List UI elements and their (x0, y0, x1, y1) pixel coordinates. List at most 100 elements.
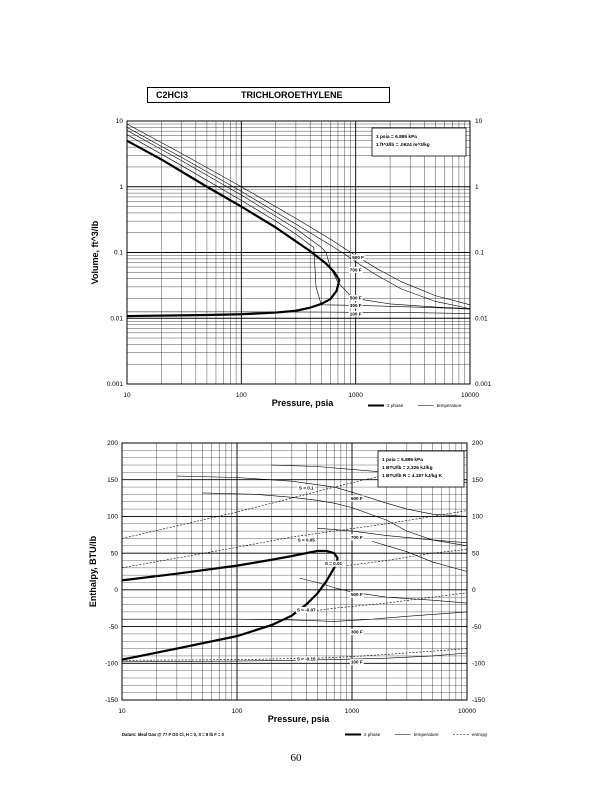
chemical-formula: C2HCl3 (156, 90, 189, 100)
entropy-curve (306, 592, 468, 613)
curve-label: 300 F (350, 303, 362, 308)
legend-label: temperature (414, 732, 439, 737)
x-tick-label: 100 (236, 392, 247, 399)
x-axis-label: Pressure, psia (272, 398, 335, 408)
y-tick-label-right: -50 (472, 624, 482, 631)
entropy-curve (121, 648, 468, 661)
y-tick-label: -50 (109, 624, 119, 631)
y-tick-label: 10 (116, 118, 124, 125)
legend-label: entropy (472, 732, 488, 737)
y-tick-label-right: 0 (472, 587, 476, 594)
x-tick-label: 100 (232, 708, 243, 715)
curve-label: S = -0.15 (297, 657, 316, 662)
legend-label: temperature (437, 403, 462, 408)
curve-label-bg (348, 295, 363, 302)
y-tick-label: -150 (105, 697, 118, 704)
y-tick-label: 100 (107, 514, 118, 521)
temperature-curve (126, 130, 471, 309)
chart-1: 10 100 1000 10000 0.001 0.001 0.01 0.01 0.1 0.1 1 1… (90, 118, 492, 408)
curve-label-bg (323, 560, 344, 567)
curve-label-bg (349, 534, 364, 541)
y-tick-label: 150 (107, 477, 118, 484)
temperature-curve (202, 492, 468, 544)
legend-label: 2 phase (364, 732, 381, 737)
chart-header: C2HCl3 TRICHLOROETHYLENE (147, 87, 390, 103)
curve-label: 100 F (350, 311, 362, 316)
y-tick-label-right: 0.01 (475, 315, 488, 322)
entropy-curve (346, 549, 468, 566)
temperature-curve (176, 475, 468, 517)
units-note-line: 1 psia = 6.895 kPa (382, 457, 423, 463)
curve-label-bg (349, 629, 364, 636)
temperature-curve (372, 541, 468, 572)
curve-label: S = 0.1 (299, 486, 314, 491)
curve-label-bg (349, 591, 364, 598)
curve-label-bg (297, 485, 316, 492)
y-tick-label: 0.01 (110, 315, 123, 322)
curve-label-bg (296, 537, 317, 544)
legend-label: 2 phase (387, 403, 404, 408)
units-note-line: 1 BTU/lb = 2.326 kJ/kg (382, 465, 433, 471)
y-axis-label: Volume, ft^3/lb (90, 220, 100, 284)
x-axis-label: Pressure, psia (268, 714, 331, 724)
chart-2: 10 100 1000 10000 200 200 150 150 100 100 50 50 0 0 -5… (88, 440, 488, 737)
y-tick-label-right: 200 (472, 440, 483, 447)
reference-note: Datum: Ideal Gas @ 77 F OS Cl, H = 0, S … (122, 732, 225, 737)
x-tick-label: 10000 (458, 708, 476, 715)
curve-label: S = -0.07 (297, 607, 316, 612)
x-tick-label: 10 (123, 392, 131, 399)
curve-label-bg (295, 606, 318, 613)
y-tick-label-right: 0.1 (475, 250, 484, 257)
curve-label-bg (348, 302, 363, 309)
curve-label-bg (348, 310, 363, 317)
two-phase-curve (126, 139, 341, 281)
curve-label: 700 F (351, 535, 363, 540)
units-note-line: 1 psia = 6.895 kPa (376, 134, 417, 140)
y-tick-label-right: 100 (472, 514, 483, 521)
curve-label-bg (348, 266, 363, 273)
curve-label: 500 F (351, 592, 363, 597)
curve-label: S = 0.01 (325, 561, 343, 566)
y-tick-label-right: -100 (472, 660, 485, 667)
curve-label: 500 F (350, 296, 362, 301)
y-tick-label-right: 1 (475, 184, 479, 191)
y-tick-label-right: 150 (472, 477, 483, 484)
y-tick-label: 200 (107, 440, 118, 447)
temperature-curve (126, 127, 471, 309)
x-tick-label: 10 (118, 708, 126, 715)
y-tick-label-right: 50 (472, 550, 480, 557)
temperature-curve (122, 611, 468, 622)
units-note-line: 1 BTU/lb R = 4.187 kJ/kg K (382, 473, 443, 479)
curve-label-bg (349, 659, 364, 666)
temperature-curve (121, 652, 468, 663)
x-tick-label: 1000 (345, 708, 360, 715)
curve-label-bg (349, 495, 364, 502)
temperature-curve (127, 311, 471, 314)
y-tick-label: 0.001 (107, 381, 124, 388)
curve-label: 600 F (352, 255, 364, 260)
x-tick-label: 10000 (461, 392, 479, 399)
curve-label: 300 F (351, 630, 363, 635)
two-phase-curve (126, 279, 341, 318)
page-number: 60 (290, 752, 302, 764)
units-note-box (371, 127, 467, 157)
plot-frame (126, 120, 471, 385)
curve-label-bg (295, 656, 318, 663)
entropy-curve (121, 510, 468, 569)
chemical-name: TRICHLOROETHYLENE (241, 90, 343, 100)
temperature-curve (126, 134, 471, 310)
curve-label-bg (351, 254, 366, 261)
units-note-line: 1 ft^3/lb = .0624 m^3/kg (376, 142, 430, 148)
y-tick-label-right: -150 (472, 697, 485, 704)
two-phase-curve (121, 549, 339, 582)
y-tick-label: -100 (105, 660, 118, 667)
y-tick-label: 50 (111, 550, 119, 557)
y-tick-label-right: 10 (475, 118, 483, 125)
units-note-box (377, 450, 465, 488)
curve-label: 700 F (350, 267, 362, 272)
y-tick-label: 0.1 (114, 250, 123, 257)
temperature-curve (317, 527, 468, 547)
curve-label: 100 F (351, 660, 363, 665)
curve-label: S = 0.05 (298, 538, 316, 543)
